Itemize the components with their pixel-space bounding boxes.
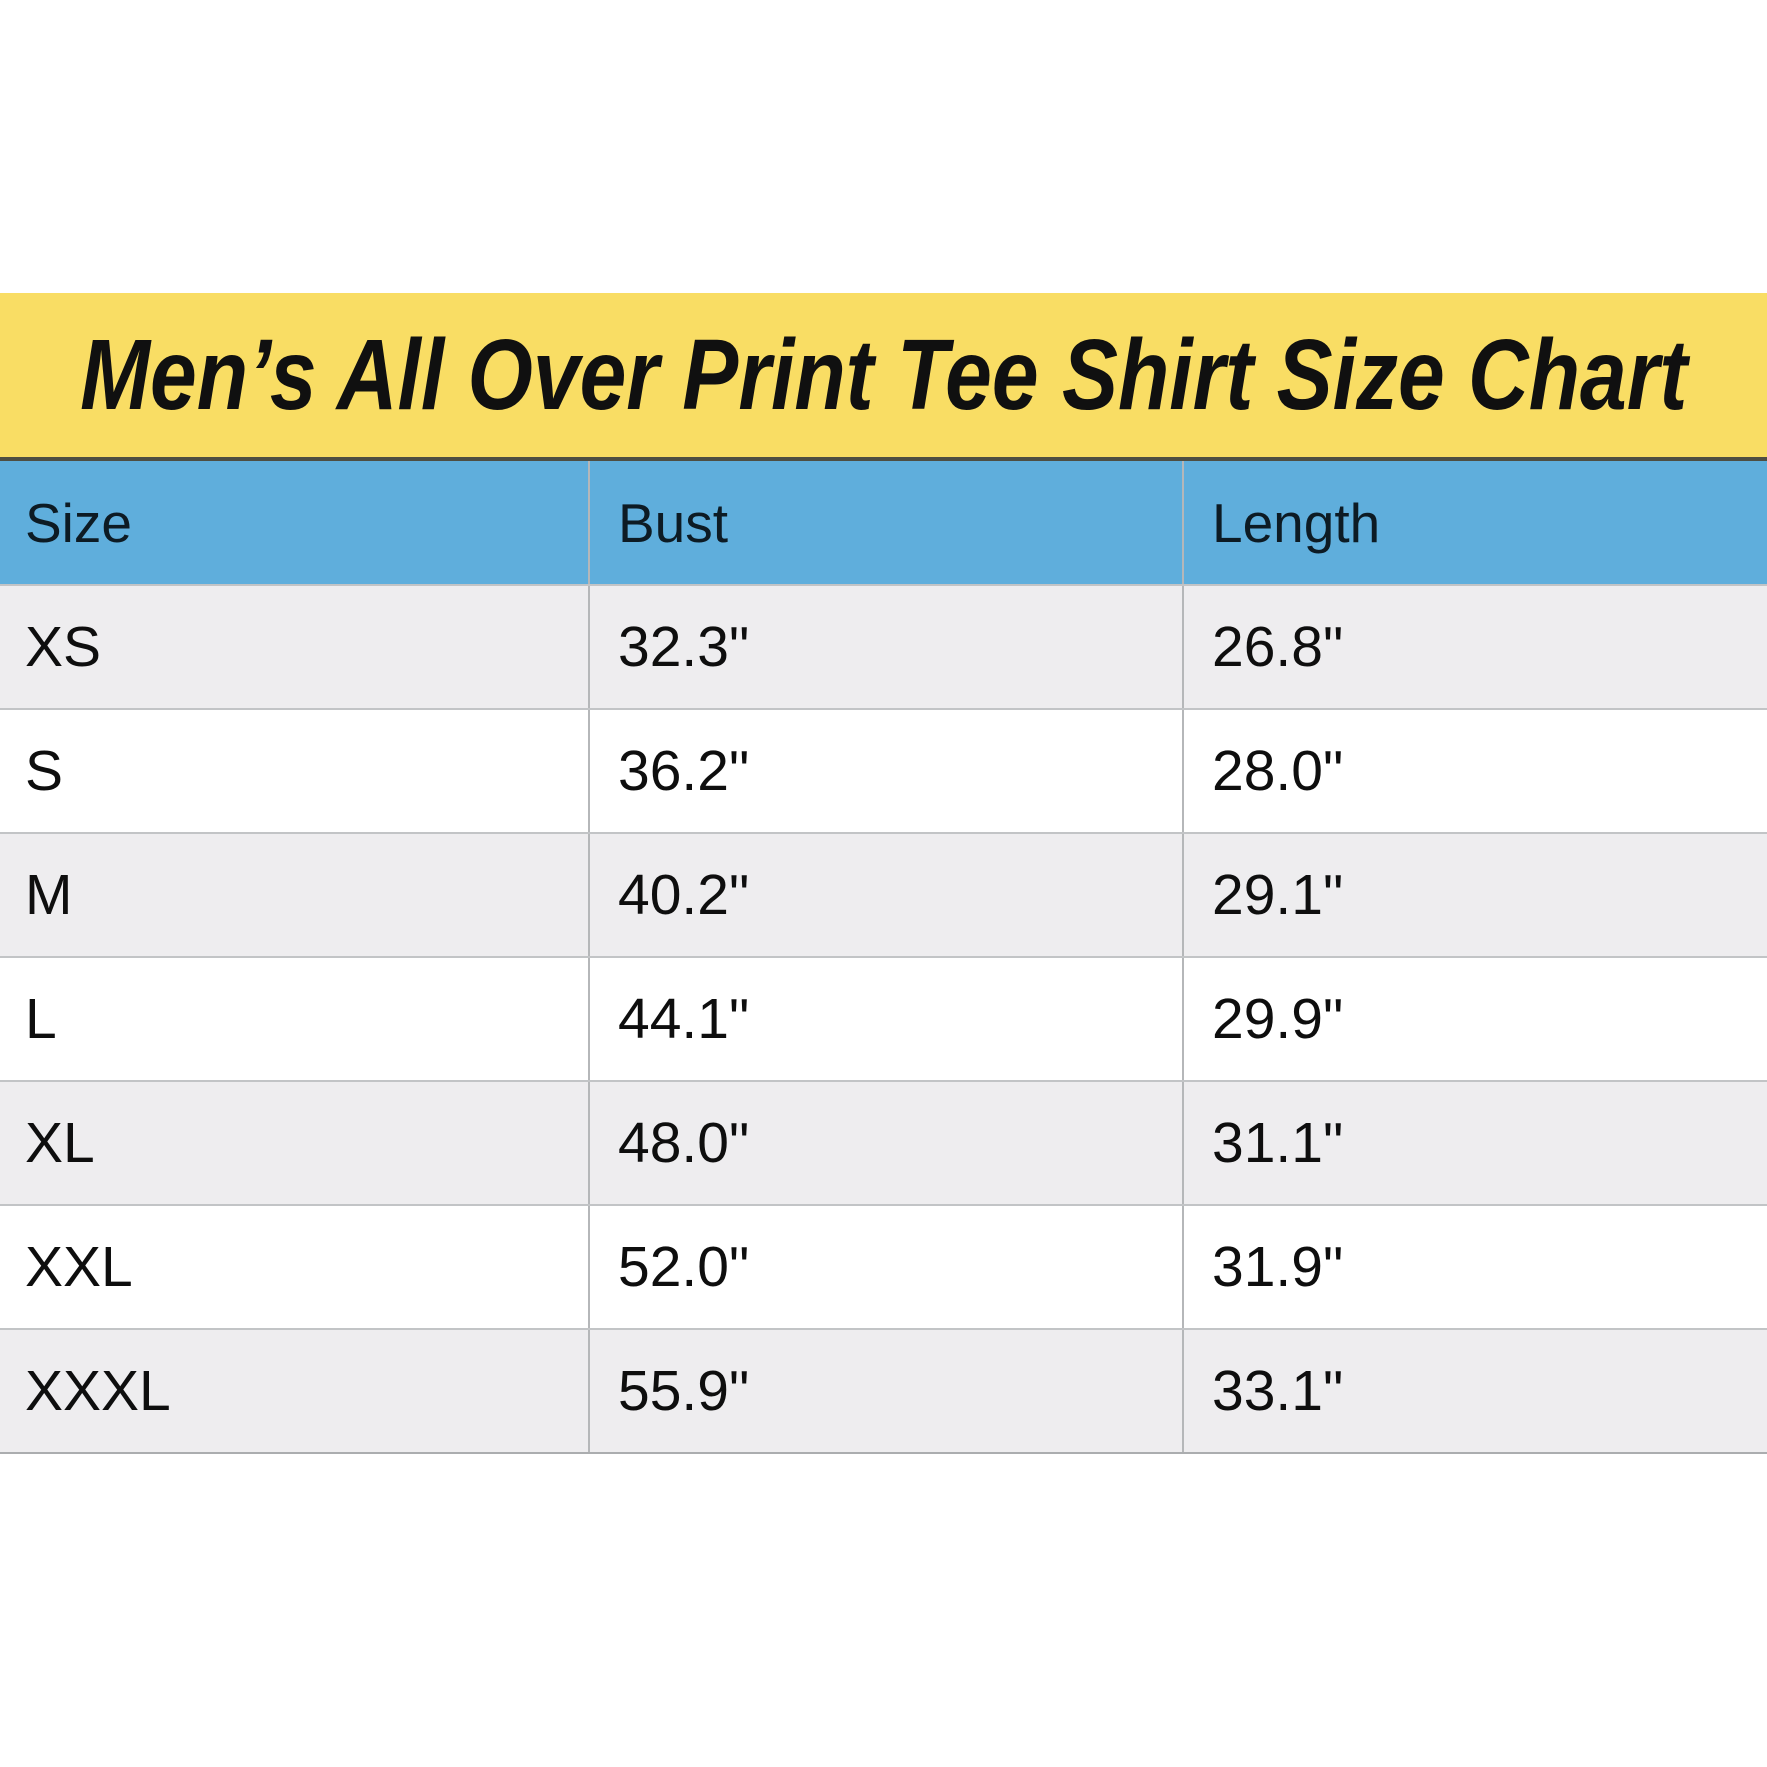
length-cell: 29.1" — [1182, 834, 1767, 956]
size-cell: XL — [25, 1111, 95, 1175]
bust-cell: 32.3" — [588, 586, 1182, 708]
page-title: Men’s All Over Print Tee Shirt Size Char… — [79, 318, 1688, 431]
bust-cell: 40.2" — [588, 834, 1182, 956]
bust-cell: 48.0" — [588, 1082, 1182, 1204]
size-cell: XS — [25, 615, 102, 679]
size-cell: L — [25, 987, 57, 1051]
table-body: XS 32.3" 26.8" S 36.2" 28.0" M 40.2" 29.1" L 44.1"… — [0, 584, 1767, 1452]
column-header-bust: Bust — [588, 461, 1182, 584]
length-cell: 28.0" — [1182, 710, 1767, 832]
bust-cell: 55.9" — [588, 1330, 1182, 1452]
bust-cell: 36.2" — [588, 710, 1182, 832]
length-cell: 29.9" — [1182, 958, 1767, 1080]
length-cell: 31.9" — [1182, 1206, 1767, 1328]
length-cell: 33.1" — [1182, 1330, 1767, 1452]
column-header-size: Size — [25, 491, 132, 554]
size-table: Size Bust Length XS 32.3" 26.8" S 36.2" 28.0"… — [0, 461, 1767, 1454]
table-header-row: Size Bust Length — [0, 461, 1767, 584]
table-row: XXXL 55.9" 33.1" — [0, 1328, 1767, 1452]
table-row: XS 32.3" 26.8" — [0, 584, 1767, 708]
table-row: XL 48.0" 31.1" — [0, 1080, 1767, 1204]
size-cell: S — [25, 739, 64, 803]
table-row: M 40.2" 29.1" — [0, 832, 1767, 956]
table-row: XXL 52.0" 31.9" — [0, 1204, 1767, 1328]
size-cell: XXXL — [25, 1359, 171, 1423]
column-header-length: Length — [1182, 461, 1767, 584]
size-cell: XXL — [25, 1235, 133, 1299]
size-cell: M — [25, 863, 73, 927]
length-cell: 31.1" — [1182, 1082, 1767, 1204]
table-row: S 36.2" 28.0" — [0, 708, 1767, 832]
length-cell: 26.8" — [1182, 586, 1767, 708]
table-row: L 44.1" 29.9" — [0, 956, 1767, 1080]
bust-cell: 52.0" — [588, 1206, 1182, 1328]
title-banner: Men’s All Over Print Tee Shirt Size Char… — [0, 293, 1767, 461]
bust-cell: 44.1" — [588, 958, 1182, 1080]
